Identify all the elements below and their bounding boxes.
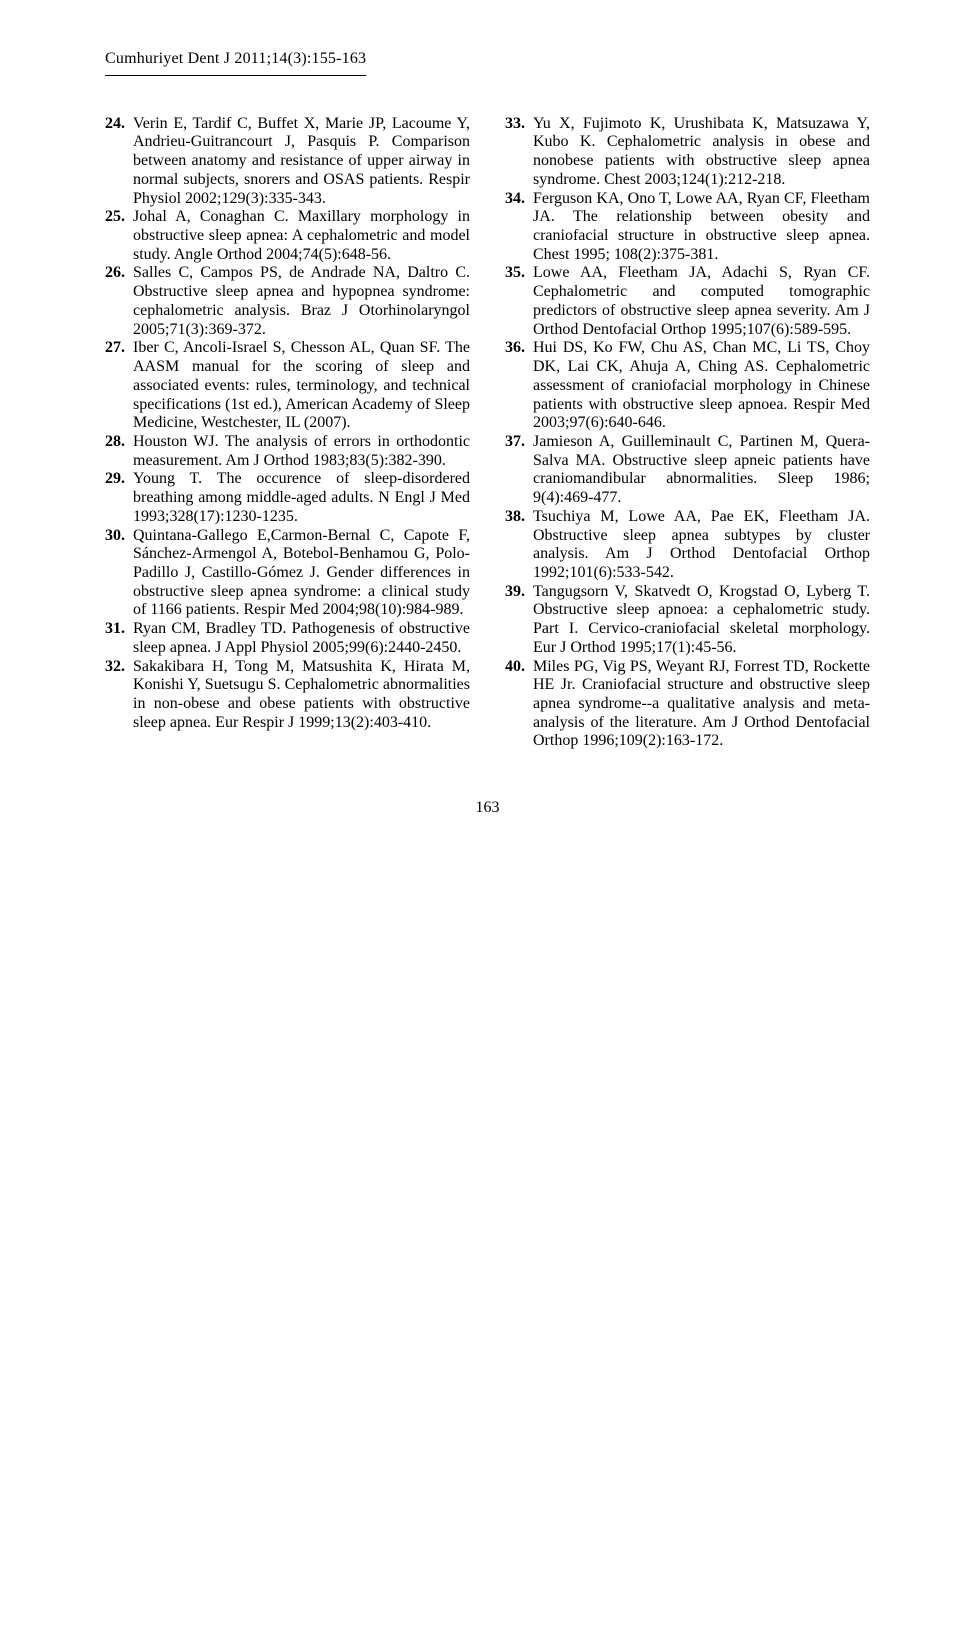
reference-text: Jamieson A, Guilleminault C, Partinen M,…	[533, 433, 870, 508]
reference-item: 39.Tangugsorn V, Skatvedt O, Krogstad O,…	[505, 583, 870, 658]
reference-text: Sakakibara H, Tong M, Matsushita K, Hira…	[133, 658, 470, 733]
reference-number: 36.	[505, 339, 533, 433]
reference-item: 40.Miles PG, Vig PS, Weyant RJ, Forrest …	[505, 658, 870, 752]
reference-item: 36.Hui DS, Ko FW, Chu AS, Chan MC, Li TS…	[505, 339, 870, 433]
reference-number: 29.	[105, 470, 133, 526]
reference-item: 25.Johal A, Conaghan C. Maxillary morpho…	[105, 208, 470, 264]
reference-item: 37.Jamieson A, Guilleminault C, Partinen…	[505, 433, 870, 508]
reference-text: Tsuchiya M, Lowe AA, Pae EK, Fleetham JA…	[533, 508, 870, 583]
reference-number: 30.	[105, 527, 133, 621]
reference-number: 25.	[105, 208, 133, 264]
reference-number: 35.	[505, 264, 533, 339]
reference-text: Houston WJ. The analysis of errors in or…	[133, 433, 470, 470]
reference-item: 32.Sakakibara H, Tong M, Matsushita K, H…	[105, 658, 470, 733]
reference-item: 28.Houston WJ. The analysis of errors in…	[105, 433, 470, 470]
reference-number: 34.	[505, 190, 533, 265]
reference-item: 31.Ryan CM, Bradley TD. Pathogenesis of …	[105, 620, 470, 657]
reference-text: Quintana-Gallego E,Carmon-Bernal C, Capo…	[133, 527, 470, 621]
reference-text: Hui DS, Ko FW, Chu AS, Chan MC, Li TS, C…	[533, 339, 870, 433]
reference-text: Ryan CM, Bradley TD. Pathogenesis of obs…	[133, 620, 470, 657]
reference-number: 27.	[105, 339, 133, 433]
reference-item: 35.Lowe AA, Fleetham JA, Adachi S, Ryan …	[505, 264, 870, 339]
reference-item: 26.Salles C, Campos PS, de Andrade NA, D…	[105, 264, 470, 339]
reference-number: 32.	[105, 658, 133, 733]
reference-item: 30.Quintana-Gallego E,Carmon-Bernal C, C…	[105, 527, 470, 621]
reference-number: 38.	[505, 508, 533, 583]
reference-number: 24.	[105, 115, 133, 209]
reference-text: Ferguson KA, Ono T, Lowe AA, Ryan CF, Fl…	[533, 190, 870, 265]
reference-column-left: 24.Verin E, Tardif C, Buffet X, Marie JP…	[105, 115, 470, 751]
reference-item: 34.Ferguson KA, Ono T, Lowe AA, Ryan CF,…	[505, 190, 870, 265]
reference-number: 37.	[505, 433, 533, 508]
reference-text: Miles PG, Vig PS, Weyant RJ, Forrest TD,…	[533, 658, 870, 752]
reference-number: 31.	[105, 620, 133, 657]
reference-item: 27.Iber C, Ancoli-Israel S, Chesson AL, …	[105, 339, 470, 433]
reference-text: Tangugsorn V, Skatvedt O, Krogstad O, Ly…	[533, 583, 870, 658]
reference-text: Yu X, Fujimoto K, Urushibata K, Matsuzaw…	[533, 115, 870, 190]
reference-text: Lowe AA, Fleetham JA, Adachi S, Ryan CF.…	[533, 264, 870, 339]
journal-header: Cumhuriyet Dent J 2011;14(3):155-163	[105, 50, 870, 69]
reference-number: 33.	[505, 115, 533, 190]
page-number: 163	[105, 799, 870, 818]
page-container: Cumhuriyet Dent J 2011;14(3):155-163 24.…	[0, 0, 960, 878]
reference-columns: 24.Verin E, Tardif C, Buffet X, Marie JP…	[105, 115, 870, 751]
reference-text: Iber C, Ancoli-Israel S, Chesson AL, Qua…	[133, 339, 470, 433]
reference-text: Verin E, Tardif C, Buffet X, Marie JP, L…	[133, 115, 470, 209]
reference-number: 39.	[505, 583, 533, 658]
reference-number: 40.	[505, 658, 533, 752]
reference-item: 38.Tsuchiya M, Lowe AA, Pae EK, Fleetham…	[505, 508, 870, 583]
reference-item: 33.Yu X, Fujimoto K, Urushibata K, Matsu…	[505, 115, 870, 190]
reference-column-right: 33.Yu X, Fujimoto K, Urushibata K, Matsu…	[505, 115, 870, 751]
reference-number: 28.	[105, 433, 133, 470]
reference-item: 24.Verin E, Tardif C, Buffet X, Marie JP…	[105, 115, 470, 209]
reference-text: Young T. The occurence of sleep-disorder…	[133, 470, 470, 526]
reference-number: 26.	[105, 264, 133, 339]
reference-text: Johal A, Conaghan C. Maxillary morpholog…	[133, 208, 470, 264]
reference-text: Salles C, Campos PS, de Andrade NA, Dalt…	[133, 264, 470, 339]
reference-item: 29.Young T. The occurence of sleep-disor…	[105, 470, 470, 526]
